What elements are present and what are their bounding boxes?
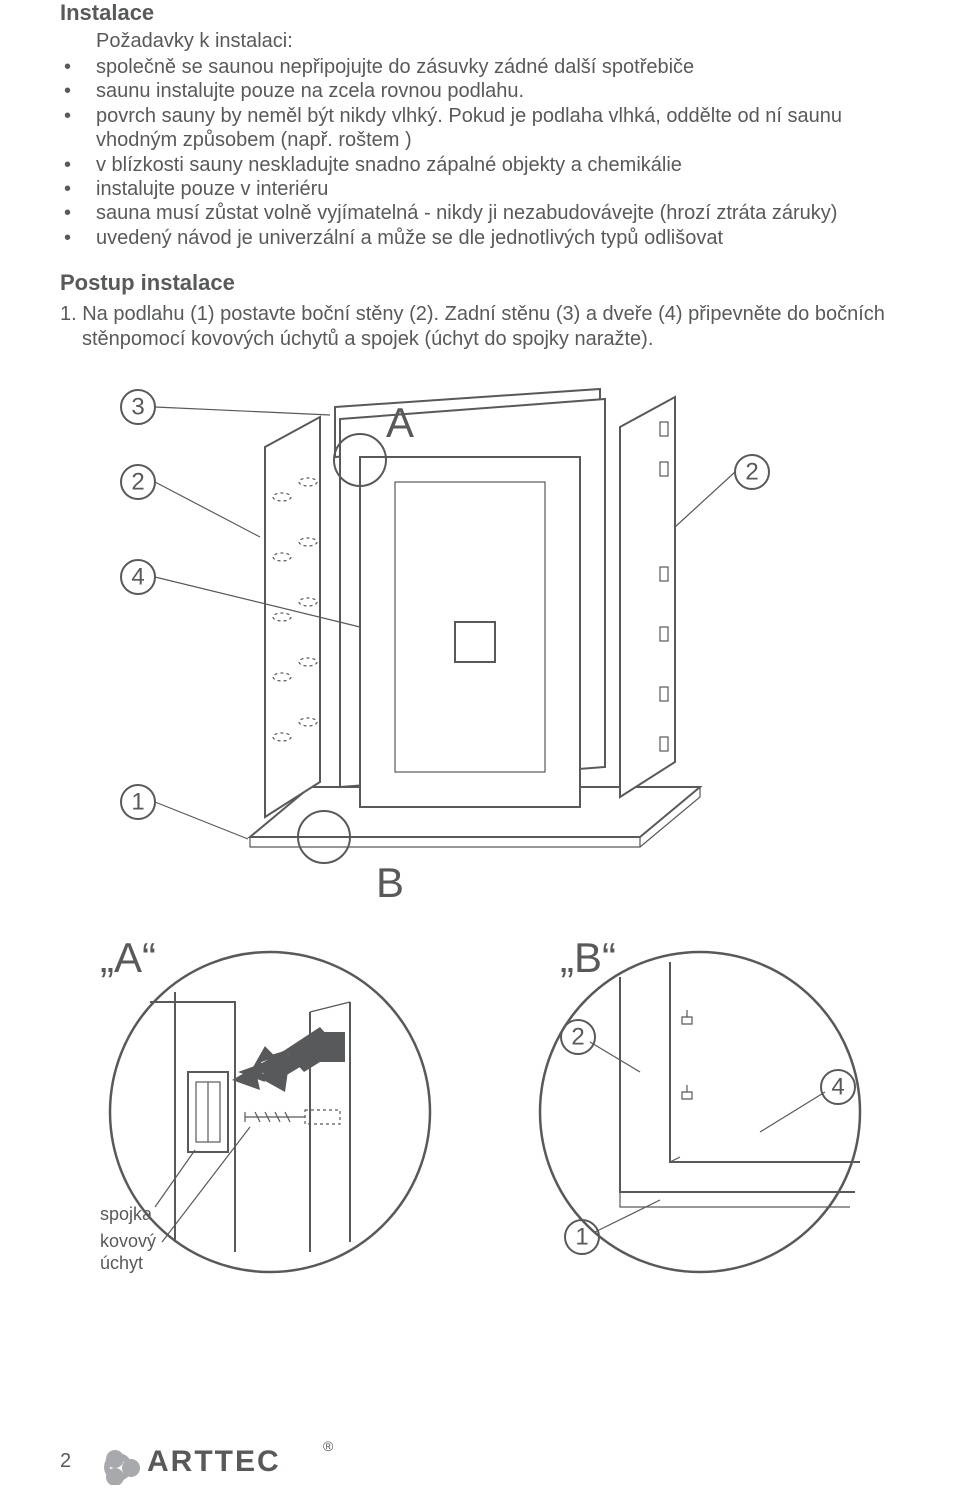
list-item: společně se saunou nepřipojujte do zásuv… [60, 55, 900, 79]
heading-postup: Postup instalace [60, 270, 900, 296]
svg-text:4: 4 [831, 1073, 844, 1100]
svg-text:1: 1 [131, 788, 144, 815]
callout-3: 3 [121, 390, 155, 424]
letter-b: B [376, 859, 404, 906]
label-kovovy: kovový [100, 1231, 156, 1251]
list-item: saunu instalujte pouze na zcela rovnou p… [60, 79, 900, 103]
svg-text:2: 2 [571, 1023, 584, 1050]
list-item: povrch sauny by neměl být nikdy vlhký. P… [60, 104, 900, 153]
detail-b-label: „B“ [560, 934, 616, 981]
svg-text:1: 1 [575, 1223, 588, 1250]
assembly-diagram: 3 2 4 1 2 A B [60, 367, 900, 927]
list-item: uvedený návod je univerzální a může se d… [60, 226, 900, 250]
step-1-text: 1. Na podlahu (1) postavte boční stěny (… [60, 302, 900, 351]
callout-4: 4 [121, 560, 155, 594]
brand-logo: ARTTEC ® [101, 1437, 341, 1485]
detail-a-label: „A“ [100, 934, 156, 981]
heading-instalace: Instalace [60, 0, 900, 26]
svg-text:2: 2 [131, 468, 144, 495]
svg-text:4: 4 [131, 563, 144, 590]
detail-b-callout-4: 4 [760, 1070, 855, 1132]
list-item: sauna musí zůstat volně vyjímatelná - ni… [60, 201, 900, 225]
list-item: v blízkosti sauny neskladujte snadno záp… [60, 153, 900, 177]
svg-text:2: 2 [745, 458, 758, 485]
list-item: instalujte pouze v interiéru [60, 177, 900, 201]
svg-text:ARTTEC: ARTTEC [147, 1445, 281, 1478]
svg-text:®: ® [323, 1438, 334, 1454]
detail-b-callout-2: 2 [561, 1020, 640, 1072]
requirements-list: společně se saunou nepřipojujte do zásuv… [60, 55, 900, 250]
subheading-pozadavky: Požadavky k instalaci: [96, 30, 900, 53]
callout-2-right: 2 [735, 455, 769, 489]
label-uchyt: úchyt [100, 1253, 143, 1273]
page-number: 2 [60, 1450, 71, 1473]
callout-2-left: 2 [121, 465, 155, 499]
callout-1: 1 [121, 785, 155, 819]
letter-a: A [386, 399, 414, 446]
svg-text:3: 3 [131, 393, 144, 420]
label-spojka: spojka [100, 1204, 153, 1224]
detail-views: „A“ spojka kovový úchyt „B“ [60, 932, 900, 1292]
